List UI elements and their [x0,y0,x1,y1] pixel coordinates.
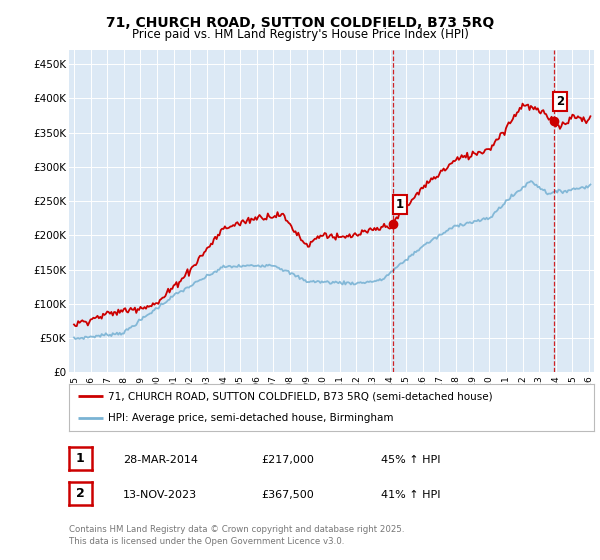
Text: £217,000: £217,000 [261,455,314,465]
Text: 2: 2 [76,487,85,500]
Text: Price paid vs. HM Land Registry's House Price Index (HPI): Price paid vs. HM Land Registry's House … [131,28,469,41]
Text: 28-MAR-2014: 28-MAR-2014 [123,455,198,465]
Text: 2: 2 [556,95,565,108]
Text: 13-NOV-2023: 13-NOV-2023 [123,490,197,500]
Text: 1: 1 [76,452,85,465]
Text: £367,500: £367,500 [261,490,314,500]
Text: 41% ↑ HPI: 41% ↑ HPI [381,490,440,500]
Text: 1: 1 [396,198,404,211]
Text: HPI: Average price, semi-detached house, Birmingham: HPI: Average price, semi-detached house,… [109,413,394,423]
Text: 71, CHURCH ROAD, SUTTON COLDFIELD, B73 5RQ: 71, CHURCH ROAD, SUTTON COLDFIELD, B73 5… [106,16,494,30]
Text: 45% ↑ HPI: 45% ↑ HPI [381,455,440,465]
Text: 71, CHURCH ROAD, SUTTON COLDFIELD, B73 5RQ (semi-detached house): 71, CHURCH ROAD, SUTTON COLDFIELD, B73 5… [109,391,493,402]
Text: Contains HM Land Registry data © Crown copyright and database right 2025.
This d: Contains HM Land Registry data © Crown c… [69,525,404,546]
